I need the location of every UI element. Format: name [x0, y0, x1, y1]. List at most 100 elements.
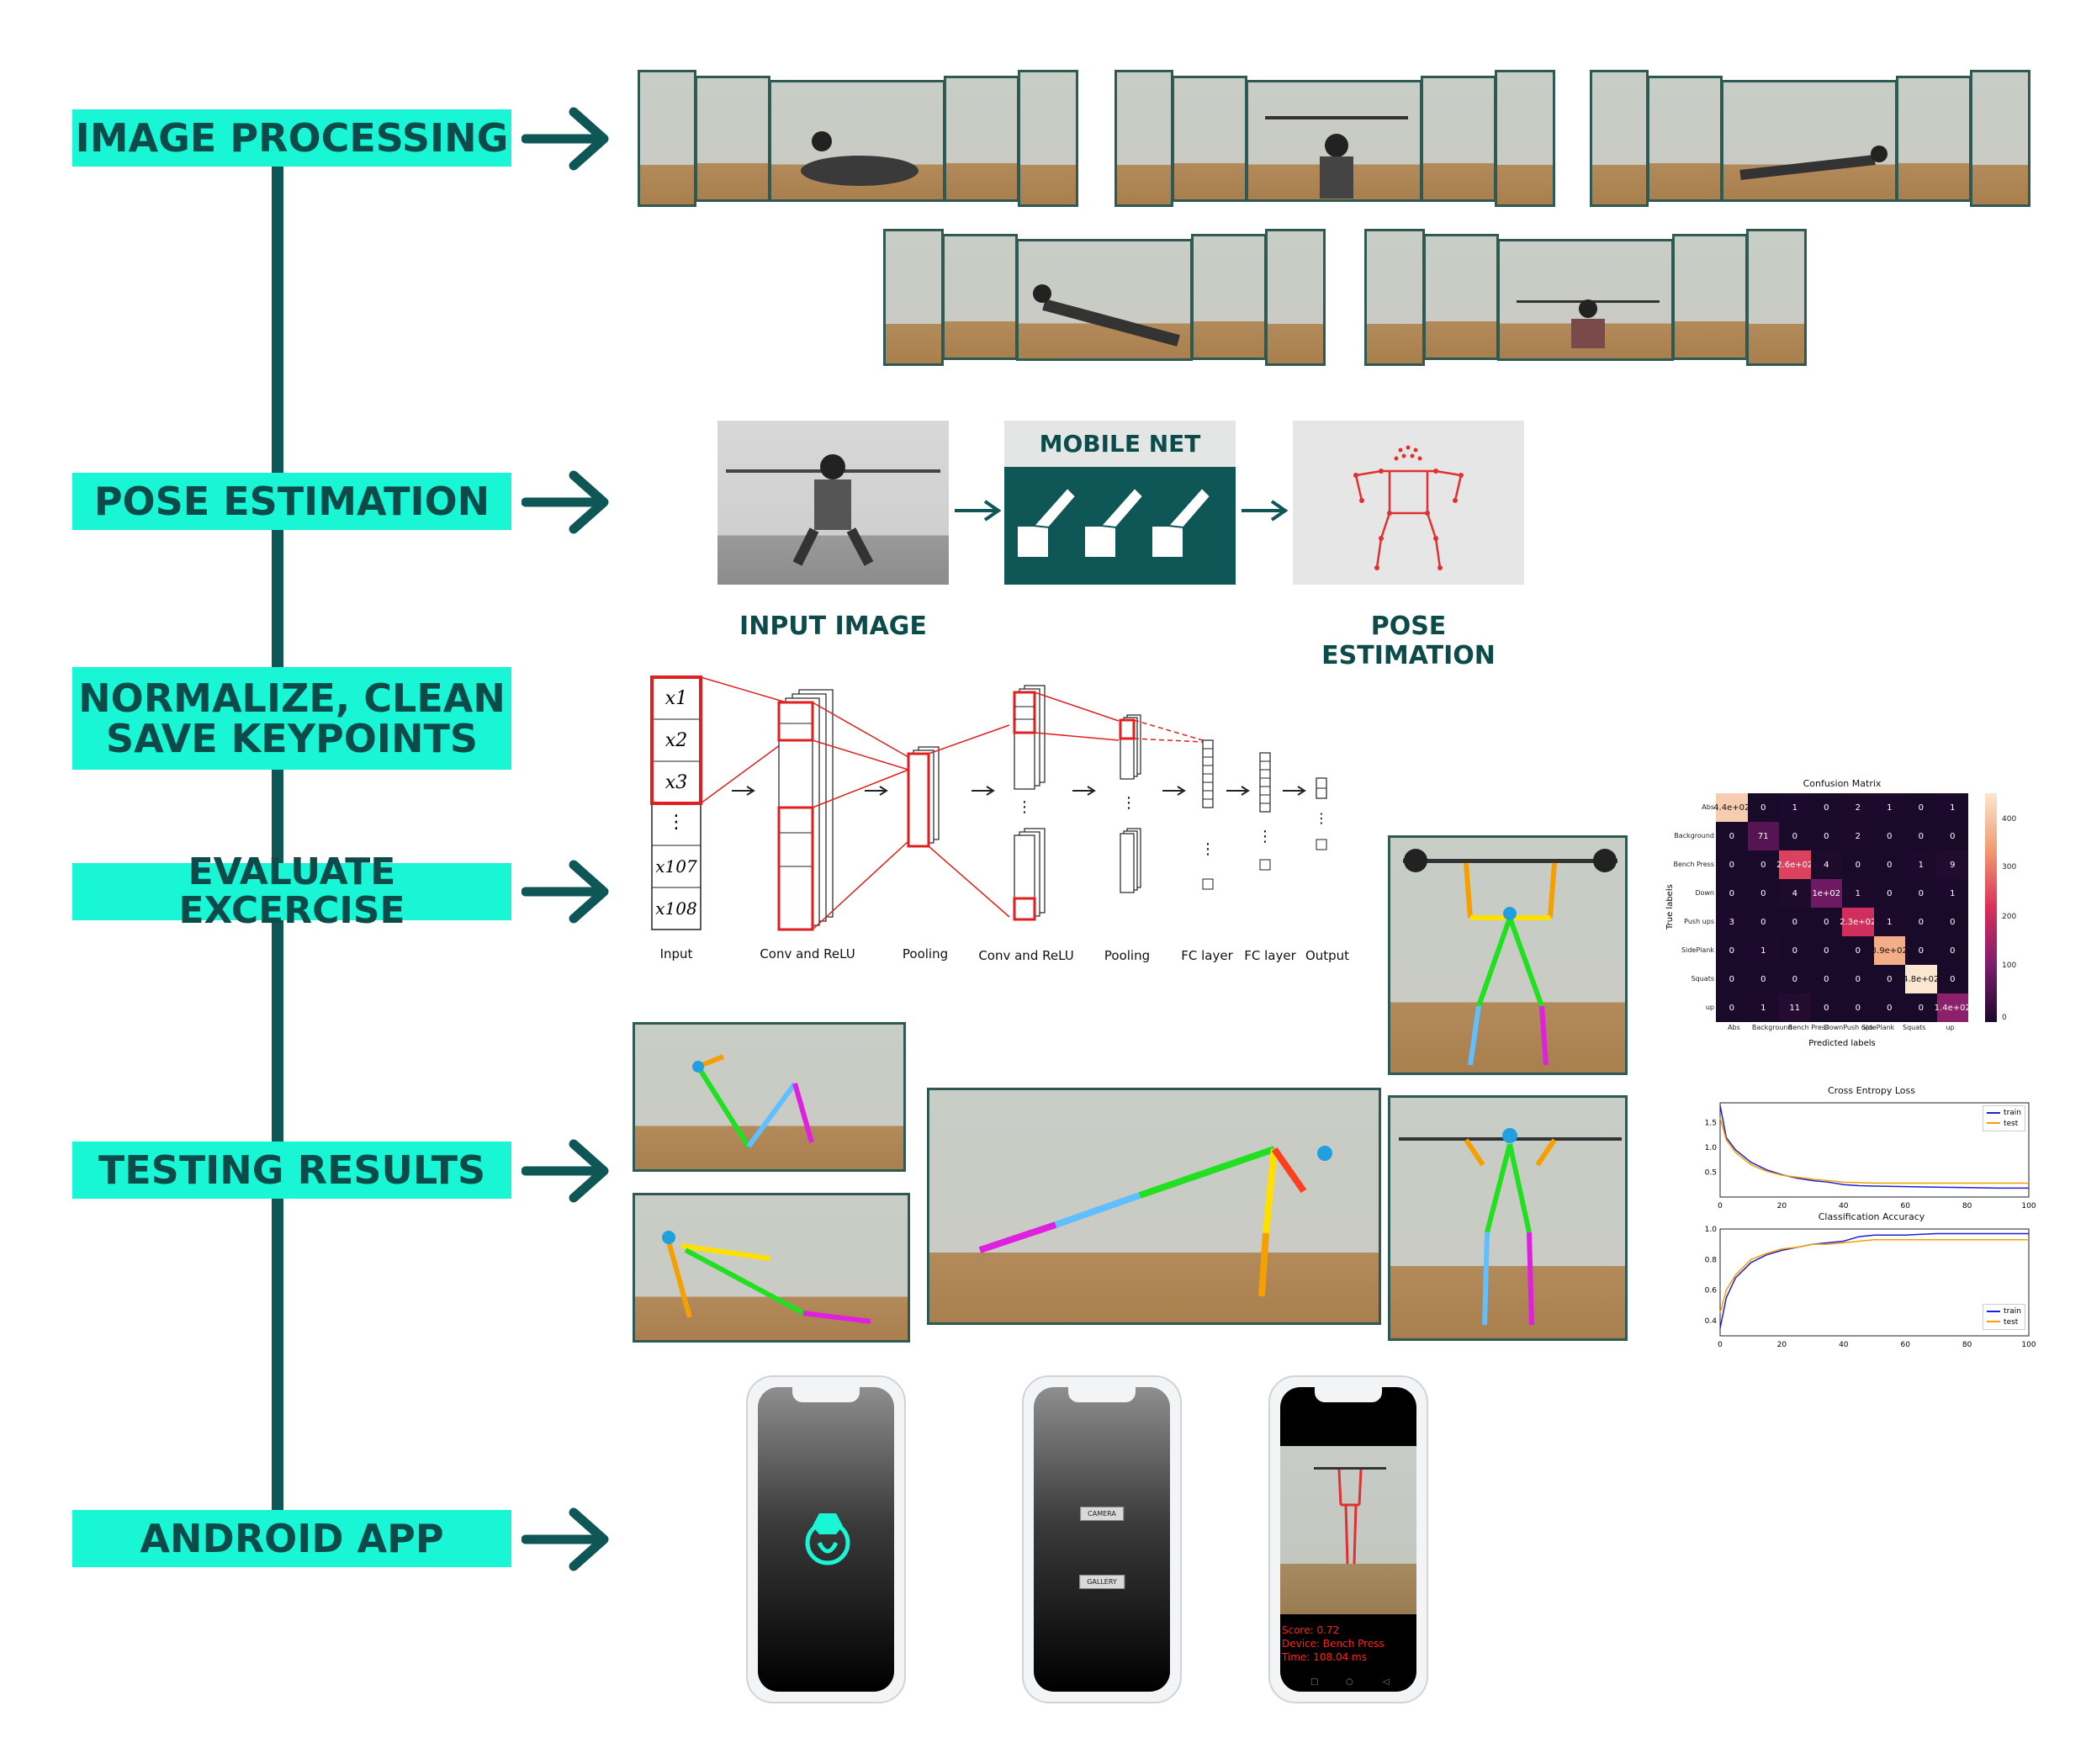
- stage-label-text: NORMALIZE, CLEAN: [78, 675, 506, 721]
- y-tick-label: 0.6: [1705, 1287, 1718, 1295]
- mobile-net-title: MOBILE NET: [1004, 421, 1236, 467]
- confusion-matrix-xtick: SidePlank: [1861, 1024, 1895, 1031]
- loss-chart-title: Cross Entropy Loss: [1827, 1085, 1915, 1096]
- nav-home-icon[interactable]: ○: [1346, 1677, 1353, 1687]
- x-tick-label: 80: [1962, 1341, 1972, 1349]
- phone-menu-screen: CAMERA GALLERY: [1022, 1375, 1182, 1703]
- cnn-input-x108: x108: [655, 898, 697, 919]
- pose-output-thumbnail: [1293, 421, 1524, 585]
- svg-text:⋮: ⋮: [1315, 810, 1328, 826]
- legend-swatch: [1987, 1111, 2001, 1114]
- x-tick-label: 40: [1839, 1202, 1849, 1210]
- device-text: Device: Bench Press: [1282, 1638, 1384, 1650]
- confusion-matrix-cell: 2: [1842, 822, 1874, 850]
- phone-notch: [792, 1387, 860, 1402]
- network-blocks-icon: [1016, 486, 1212, 559]
- cnn-layer-label: FC layer: [1181, 948, 1233, 963]
- accuracy-chart: Classification Accuracy 0 20 40 60 80 100 0.4 0…: [1682, 1211, 2036, 1354]
- arrow-right-icon: [522, 1139, 609, 1203]
- result-photo-side-plank: [633, 1193, 910, 1343]
- confusion-matrix-cell: 0: [1905, 993, 1937, 1022]
- stage-label-pose-estimation: POSE ESTIMATION: [72, 473, 511, 530]
- legend-label: train: [2004, 1307, 2021, 1316]
- cnn-layer-label: Pooling: [902, 946, 949, 961]
- series-line-train: [1719, 1232, 2029, 1329]
- confusion-matrix-cell: 0: [1936, 822, 1968, 850]
- confusion-matrix-xtick: DownPush ups: [1824, 1024, 1874, 1031]
- confusion-matrix-ytick: Down: [1695, 889, 1714, 897]
- loss-chart-legend: train test: [1983, 1105, 2025, 1132]
- confusion-matrix-grid: 4.4e+02 0 1 0 2 1 0 1 0 71 0 0 2 0 0 0 0 0 2.6e+02 4 0 0 1 9 0 0 4…: [1713, 793, 1971, 1022]
- nav-recent-icon[interactable]: □: [1310, 1677, 1319, 1687]
- confusion-matrix-cell: 9: [1936, 850, 1968, 879]
- stage-label-evaluate: EVALUATE EXCERCISE: [72, 852, 511, 930]
- y-tick-label: 0.5: [1705, 1169, 1717, 1178]
- phone-result-screen: Score: 0.72 Device: Bench Press Time: 10…: [1268, 1375, 1428, 1703]
- confusion-matrix-cell: 4: [1779, 879, 1811, 908]
- arrow-right-icon: [955, 500, 1002, 522]
- stage-label-text: SAVE KEYPOINTS: [106, 716, 478, 761]
- accuracy-chart-plot: 0 20 40 60 80 100 0.4 0.6 0.8 1.0: [1705, 1226, 2036, 1349]
- series-line-test: [1719, 1117, 2029, 1184]
- confusion-matrix-cell: 1: [1747, 936, 1779, 965]
- loss-chart: Cross Entropy Loss 0 20 40 60 80 100 0.5 1.0 1.5…: [1682, 1085, 2036, 1216]
- arrow-right-icon: [522, 470, 609, 534]
- result-preview-image: [1280, 1446, 1416, 1614]
- confusion-matrix-xtick: up: [1946, 1024, 1955, 1031]
- time-text: Time: 108.04 ms: [1282, 1651, 1367, 1663]
- confusion-matrix-cell: 0: [1810, 993, 1842, 1022]
- input-image-caption: INPUT IMAGE: [739, 612, 927, 641]
- confusion-matrix-cell: 0: [1905, 822, 1937, 850]
- confusion-matrix-cell: 0: [1747, 793, 1779, 822]
- x-tick-label: 0: [1718, 1202, 1723, 1210]
- confusion-matrix-ytick: Squats: [1691, 975, 1714, 983]
- confusion-matrix-cell: 1: [1936, 793, 1968, 822]
- stage-label-text: EVALUATE EXCERCISE: [178, 850, 405, 932]
- confusion-matrix-cell: 0: [1842, 936, 1874, 965]
- confusion-matrix-cell: 0: [1905, 908, 1937, 936]
- camera-button[interactable]: CAMERA: [1080, 1507, 1124, 1521]
- confusion-matrix-cell: 0: [1810, 793, 1842, 822]
- colorbar-tick: 300: [2002, 863, 2017, 871]
- gallery-button[interactable]: GALLERY: [1079, 1575, 1125, 1589]
- cnn-input-x2: x2: [664, 730, 688, 751]
- series-line-train: [1719, 1104, 2029, 1189]
- confusion-matrix-cell: 1e+02: [1810, 879, 1842, 908]
- x-tick-label: 80: [1962, 1202, 1972, 1210]
- stage-label-android: ANDROID APP: [72, 1510, 511, 1567]
- confusion-matrix-cell: 1.4e+02: [1935, 993, 1971, 1022]
- timeline-line: [272, 164, 283, 1510]
- confusion-matrix-ytick: SidePlank: [1681, 946, 1714, 954]
- confusion-matrix-cell: 0: [1810, 936, 1842, 965]
- phone-notch: [1068, 1387, 1136, 1402]
- arrow-right-icon: [522, 860, 609, 924]
- confusion-matrix-cell: 0: [1936, 908, 1968, 936]
- phone-screen: Score: 0.72 Device: Bench Press Time: 10…: [1280, 1387, 1416, 1692]
- accuracy-chart-title: Classification Accuracy: [1818, 1211, 1925, 1222]
- svg-text:⋮: ⋮: [1257, 828, 1273, 845]
- cnn-input-x107: x107: [655, 856, 697, 877]
- confusion-matrix-title: Confusion Matrix: [1803, 778, 1882, 789]
- cnn-input-x3: x3: [664, 772, 688, 793]
- result-photo-push-up: [927, 1088, 1381, 1325]
- confusion-matrix-cell: 1: [1779, 793, 1811, 822]
- confusion-matrix-cell: 0: [1716, 879, 1748, 908]
- x-tick-label: 20: [1777, 1202, 1787, 1210]
- confusion-matrix-cell: 0: [1905, 793, 1937, 822]
- mobile-net-box: MOBILE NET: [1004, 421, 1236, 585]
- confusion-matrix: Confusion Matrix True labels 4.4e+02 0 1 0 2…: [1665, 778, 2036, 1056]
- x-tick-label: 100: [2021, 1341, 2036, 1349]
- cnn-layer-label: Conv and ReLU: [978, 948, 1074, 963]
- colorbar-tick: 0: [2002, 1014, 2007, 1022]
- confusion-matrix-cell: 0: [1842, 850, 1874, 879]
- confusion-matrix-cell: 0: [1936, 965, 1968, 993]
- confusion-matrix-cell: 0: [1873, 850, 1905, 879]
- confusion-matrix-xtick: Abs: [1728, 1024, 1740, 1031]
- confusion-matrix-ytick: Background: [1674, 832, 1714, 840]
- y-tick-label: 0.8: [1705, 1256, 1718, 1264]
- nav-back-icon[interactable]: ◁: [1383, 1677, 1390, 1687]
- confusion-matrix-cell: 4.8e+02: [1903, 965, 1939, 993]
- cnn-input-x1: x1: [664, 688, 688, 709]
- confusion-matrix-cell: 1: [1936, 879, 1968, 908]
- loss-chart-plot: 0 20 40 60 80 100 0.5 1.0 1.5: [1705, 1102, 2036, 1210]
